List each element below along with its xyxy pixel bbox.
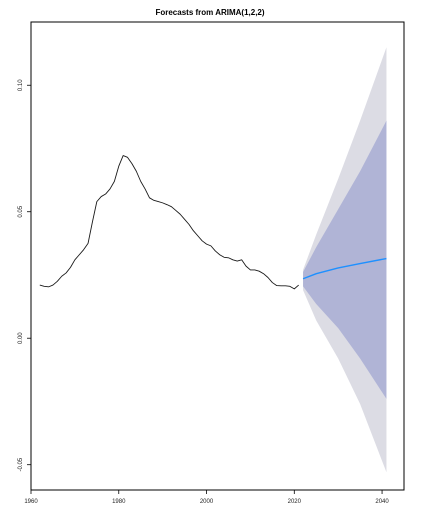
x-tick-label: 1980 (112, 499, 126, 505)
plot-frame (30, 21, 405, 491)
x-axis: 1960 1980 2000 2020 2040 (24, 490, 389, 505)
y-tick-label: 0.00 (18, 332, 24, 344)
y-tick-label: -0.05 (18, 457, 24, 471)
x-tick-label: 1960 (24, 499, 38, 505)
plot-area (39, 47, 387, 473)
x-tick-label: 2000 (200, 499, 214, 505)
historical-series-line (39, 155, 299, 290)
x-tick-label: 2020 (288, 499, 302, 505)
y-tick-label: 0.10 (18, 79, 24, 91)
chart-title: Forecasts from ARIMA(1,2,2) (155, 8, 264, 17)
interval-band-80 (303, 120, 387, 399)
forecast-series-line (302, 257, 387, 280)
y-axis: -0.05 0.00 0.05 0.10 (18, 79, 31, 472)
x-tick-label: 2040 (375, 499, 389, 505)
y-tick-label: 0.05 (18, 205, 24, 217)
